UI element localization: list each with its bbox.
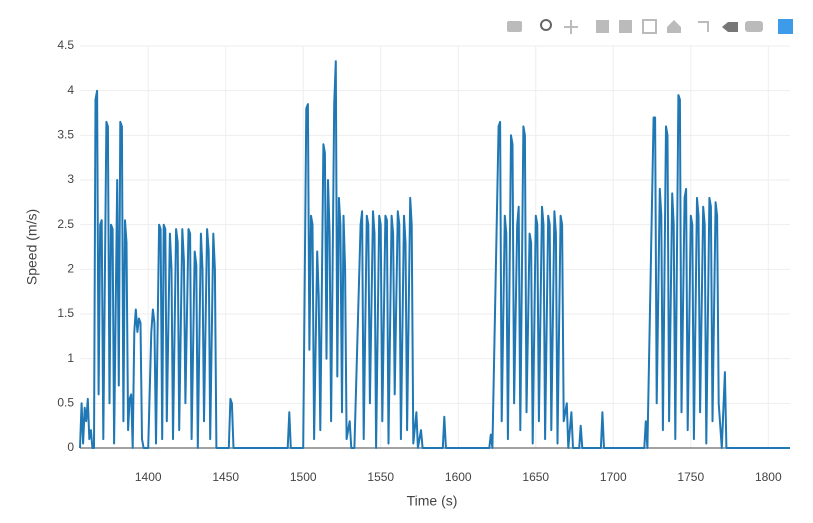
y-tick-label: 3 [67,172,74,186]
y-tick-label: 2 [67,262,74,276]
pan-icon[interactable] [564,20,578,34]
y-tick-label: 1 [67,351,74,365]
modebar[interactable] [507,19,793,34]
y-tick-label: 0.5 [57,396,74,410]
x-tick-label: 1700 [600,470,627,484]
home-icon[interactable] [667,20,681,33]
x-tick-label: 1550 [367,470,394,484]
x-tick-label: 1500 [290,470,317,484]
y-tick-label: 3.5 [57,128,74,142]
x-axis-title: Time (s) [407,493,458,509]
x-tick-label: 1450 [212,470,239,484]
y-tick-label: 1.5 [57,306,74,320]
camera-icon[interactable] [507,21,522,32]
x-tick-label: 1750 [677,470,704,484]
hover-compare-icon[interactable] [745,21,763,32]
y-tick-label: 0 [67,440,74,454]
spike-icon[interactable] [698,21,709,32]
zoom-in-icon[interactable] [596,20,609,33]
zoom-out-icon[interactable] [619,20,632,33]
x-tick-label: 1400 [135,470,162,484]
y-tick-label: 4.5 [57,38,74,52]
y-tick-label: 2.5 [57,217,74,231]
hover-closest-icon[interactable] [722,22,738,32]
autoscale-icon[interactable] [642,19,657,34]
x-tick-label: 1600 [445,470,472,484]
x-tick-label: 1800 [755,470,782,484]
y-axis-title: Speed (m/s) [24,209,40,285]
y-tick-label: 4 [67,83,74,97]
plotly-logo[interactable] [778,19,793,34]
zoom-icon[interactable] [540,19,552,31]
speed-line [79,60,790,449]
x-tick-label: 1650 [522,470,549,484]
